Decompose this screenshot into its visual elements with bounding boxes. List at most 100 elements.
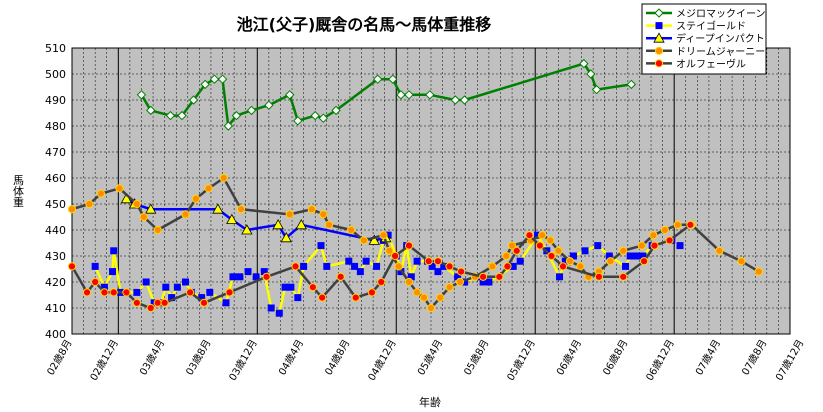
legend: メジロマックイーンステイゴールドディープインパクトドリームジャーニーオルフェーヴ… — [641, 3, 767, 75]
data-point — [173, 283, 181, 291]
data-point — [547, 251, 556, 261]
y-tick-label: 480 — [45, 120, 66, 133]
data-point — [115, 184, 124, 193]
grid-lines — [71, 47, 791, 335]
data-point — [133, 288, 141, 296]
data-point — [445, 283, 454, 292]
data-point — [485, 278, 493, 286]
data-point — [632, 252, 640, 260]
data-point — [655, 22, 663, 30]
data-point — [436, 293, 445, 302]
data-point — [373, 262, 381, 270]
data-point — [264, 100, 274, 110]
data-point — [162, 283, 170, 291]
legend-entry: ディープインパクト — [676, 32, 765, 45]
x-tick-label: 05歳4月 — [415, 338, 445, 378]
data-point — [495, 272, 504, 281]
data-point — [673, 220, 682, 229]
data-point — [188, 95, 199, 105]
data-point — [377, 277, 386, 287]
x-tick-label: 05歳12月 — [505, 338, 538, 383]
x-tick-label: 07歳12月 — [773, 338, 806, 383]
data-point — [191, 194, 201, 203]
data-point — [558, 262, 568, 271]
data-point — [153, 298, 162, 307]
data-point — [132, 199, 141, 209]
x-tick-label: 07歳4月 — [693, 338, 723, 378]
y-axis-label: 馬体重 — [12, 174, 25, 207]
data-point — [145, 203, 157, 214]
data-point — [236, 205, 246, 214]
data-point — [554, 246, 563, 255]
legend-entry: ステイゴールド — [676, 20, 746, 33]
data-point — [626, 252, 634, 260]
data-point — [450, 95, 461, 105]
chart-title: 池江(父子)厩舎の名馬〜馬体重推移 — [237, 15, 492, 34]
data-point — [368, 234, 380, 245]
data-point — [307, 205, 316, 214]
y-tick-label: 430 — [45, 250, 66, 263]
data-point — [676, 242, 684, 250]
data-point — [318, 293, 327, 302]
data-point — [96, 189, 106, 198]
x-tick-label: 02歳8月 — [45, 338, 75, 378]
data-point — [206, 288, 214, 296]
data-point — [356, 268, 364, 276]
x-tick-label: 07歳8月 — [739, 338, 769, 378]
data-point — [650, 241, 659, 250]
y-tick-label: 450 — [45, 198, 66, 211]
data-point — [308, 283, 317, 292]
data-point — [109, 268, 117, 276]
data-point — [82, 288, 92, 297]
data-point — [225, 288, 234, 297]
data-point — [293, 116, 303, 126]
plot-area — [71, 47, 791, 335]
data-point — [177, 110, 187, 121]
data-point — [310, 110, 320, 121]
data-point — [404, 241, 414, 250]
data-point — [122, 288, 131, 297]
legend-entry: オルフェーヴル — [676, 57, 746, 70]
data-point — [323, 262, 331, 270]
data-point — [160, 298, 169, 307]
x-tick-label: 03歳12月 — [227, 338, 260, 383]
data-point — [394, 262, 403, 271]
data-point — [359, 236, 368, 245]
data-point — [367, 288, 377, 297]
data-point — [231, 110, 242, 121]
data-point — [291, 262, 300, 271]
data-point — [754, 267, 763, 276]
data-point — [388, 74, 398, 84]
data-point — [318, 113, 329, 123]
data-point — [516, 257, 524, 265]
data-point — [457, 267, 466, 276]
data-point — [362, 257, 370, 265]
data-point — [579, 58, 589, 69]
data-point — [281, 283, 289, 291]
x-tick-label: 06歳12月 — [644, 338, 677, 383]
data-point — [280, 231, 292, 243]
data-point — [139, 212, 148, 222]
data-point — [654, 8, 664, 18]
data-point — [433, 257, 443, 266]
data-point — [295, 218, 307, 230]
data-point — [319, 210, 328, 219]
y-tick-label: 470 — [45, 146, 66, 159]
data-point — [300, 262, 308, 270]
data-point — [142, 278, 150, 286]
data-point — [236, 273, 244, 281]
data-point — [619, 272, 628, 281]
y-tick-label: 420 — [45, 276, 66, 289]
data-point — [199, 298, 209, 307]
x-tick-label: 04歳4月 — [276, 338, 306, 378]
data-point — [622, 262, 630, 270]
x-tick-label: 03歳4月 — [137, 338, 167, 378]
data-point — [153, 225, 162, 235]
data-point — [419, 293, 429, 302]
data-point — [737, 257, 746, 266]
data-point — [91, 277, 100, 287]
data-point — [223, 121, 234, 131]
data-point — [146, 105, 156, 116]
data-point — [262, 272, 271, 281]
data-point — [426, 303, 436, 313]
